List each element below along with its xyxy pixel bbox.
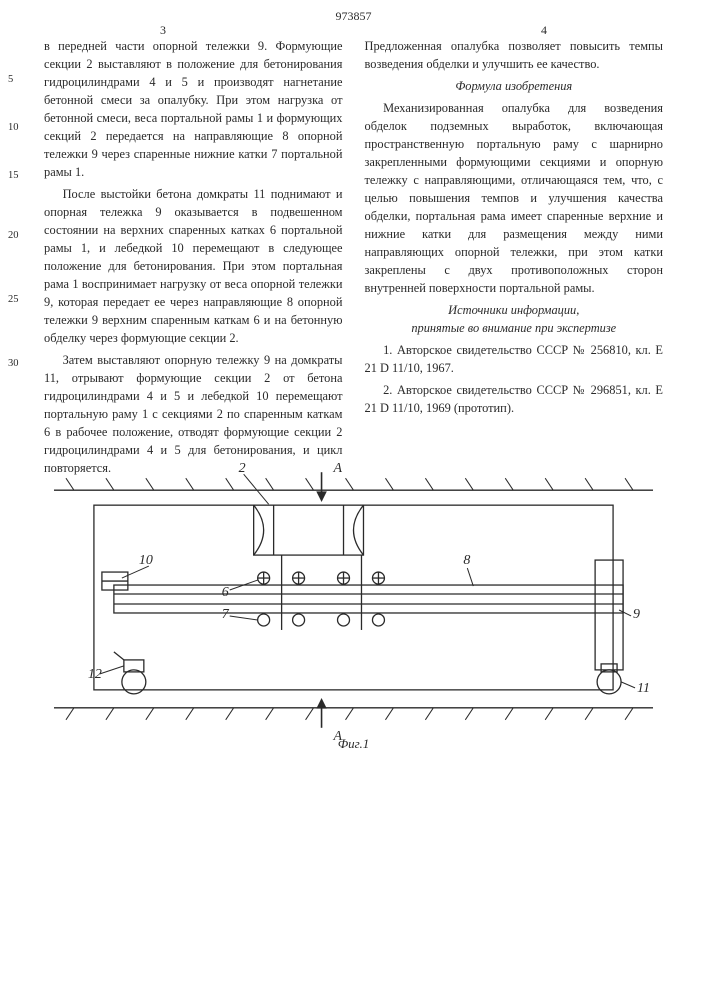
callout-6: 6 (222, 585, 229, 600)
text-columns: в передней части опорной тележки 9. Форм… (44, 38, 663, 482)
document-number: 973857 (0, 8, 707, 25)
callout-10: 10 (139, 553, 153, 568)
figure-svg: 2 A 10 6 7 8 9 11 12 A (44, 460, 663, 750)
line-number: 25 (8, 292, 19, 307)
right-column: Предложенная опалубка позволяет повысить… (365, 38, 664, 482)
page-number-right: 4 (541, 22, 547, 39)
callout-9: 9 (633, 607, 640, 622)
left-column: в передней части опорной тележки 9. Форм… (44, 38, 343, 482)
callout-2: 2 (239, 461, 246, 476)
page-number-left: 3 (160, 22, 166, 39)
reference-item: 1. Авторское свидетельство СССР № 256810… (365, 342, 664, 378)
callout-8: 8 (463, 553, 470, 568)
line-number: 20 (8, 228, 19, 243)
reference-item: 2. Авторское свидетельство СССР № 296851… (365, 382, 664, 418)
callout-11: 11 (637, 681, 650, 696)
section-heading: Формула изобретения (365, 78, 664, 96)
figure-label: Фиг.1 (44, 735, 663, 754)
paragraph: Предложенная опалубка позволяет повысить… (365, 38, 664, 74)
paragraph: Затем выставляют опорную тележку 9 на до… (44, 352, 343, 478)
paragraph: Механизированная опалубка для возведения… (365, 100, 664, 298)
section-a-top: A (333, 461, 343, 476)
line-number: 15 (8, 168, 19, 183)
callout-12: 12 (88, 667, 102, 682)
line-number: 10 (8, 120, 19, 135)
line-number: 30 (8, 356, 19, 371)
figure-1: 2 A 10 6 7 8 9 11 12 A Фиг.1 (44, 460, 663, 750)
paragraph: в передней части опорной тележки 9. Форм… (44, 38, 343, 182)
section-heading: Источники информации, принятые во вниман… (365, 302, 664, 338)
line-number: 5 (8, 72, 13, 87)
callout-7: 7 (222, 607, 230, 622)
paragraph: После выстойки бетона домкраты 11 подним… (44, 186, 343, 348)
